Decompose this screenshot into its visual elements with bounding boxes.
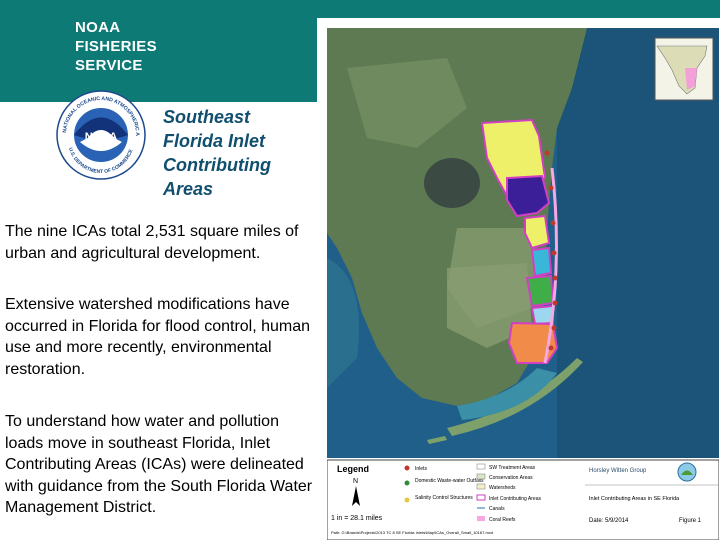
scale-label: 1 in = 28.1 miles bbox=[331, 515, 383, 522]
north-arrow-icon bbox=[352, 486, 360, 506]
legend-inlets: Inlets bbox=[415, 466, 427, 472]
ica-navy bbox=[506, 174, 551, 218]
ica-cyan bbox=[530, 246, 553, 278]
legend-coral: Coral Reefs bbox=[489, 517, 516, 523]
figure-number: Figure 1 bbox=[679, 518, 702, 524]
ica-green bbox=[525, 274, 555, 308]
page-title: Southeast Florida Inlet Contributing Are… bbox=[163, 105, 313, 201]
paragraph-ica-total: The nine ICAs total 2,531 square miles o… bbox=[5, 223, 299, 262]
paragraph-watershed: Extensive watershed modifications have o… bbox=[5, 296, 311, 378]
map-date: Date: 5/9/2014 bbox=[589, 518, 629, 524]
noaa-logo-icon: NOAA NATIONAL OCEANIC AND ATMOSPHERIC AD… bbox=[56, 90, 146, 180]
ica-yellow-mid bbox=[524, 214, 551, 250]
legend-canals: Canals bbox=[489, 506, 505, 512]
paragraph-understand: To understand how water and pollution lo… bbox=[5, 413, 313, 516]
ica-map: Legend N 1 in = 28.1 miles Inlets Domest… bbox=[327, 28, 719, 540]
logo-center-text: NOAA bbox=[85, 131, 117, 143]
brand-line-1: NOAA bbox=[75, 19, 121, 36]
legend-conservation: Conservation Areas bbox=[489, 475, 533, 481]
brand-line-2: FISHERIES bbox=[75, 38, 157, 55]
map-legend bbox=[327, 459, 719, 540]
lake-okeechobee bbox=[424, 158, 480, 208]
legend-title: Legend bbox=[337, 464, 369, 474]
title-line-4: Areas bbox=[163, 179, 214, 199]
title-line-1: Southeast bbox=[163, 107, 251, 127]
brand-line-3: SERVICE bbox=[75, 57, 143, 74]
noaa-fisheries-wordmark: NOAA FISHERIES SERVICE bbox=[75, 18, 157, 75]
ica-orange bbox=[507, 321, 559, 364]
legend-salinity: Salinity Control Structures bbox=[415, 495, 473, 501]
legend-icas: Inlet Contributing Areas bbox=[489, 496, 541, 502]
coral-reef-line bbox=[543, 167, 558, 364]
inlet-markers bbox=[544, 150, 558, 351]
title-line-2: Florida Inlet bbox=[163, 131, 266, 151]
ica-lightblue bbox=[530, 304, 554, 326]
legend-sw-treatment: SW Treatment Areas bbox=[489, 465, 536, 471]
map-path-text: Path: G:\Brands\Projects\2013 TC 8 SE Fl… bbox=[331, 530, 493, 535]
map-figure: Legend N 1 in = 28.1 miles Inlets Domest… bbox=[317, 18, 720, 540]
legend-watersheds: Watersheds bbox=[489, 485, 516, 491]
legend-outfalls: Domestic Waste-water Outfalls bbox=[415, 478, 484, 484]
map-title: Inlet Contributing Areas in SE Florida bbox=[589, 496, 680, 502]
north-arrow-label: N bbox=[353, 478, 358, 485]
company-name: Horsley Witten Group bbox=[589, 468, 647, 474]
title-line-3: Contributing bbox=[163, 155, 271, 175]
